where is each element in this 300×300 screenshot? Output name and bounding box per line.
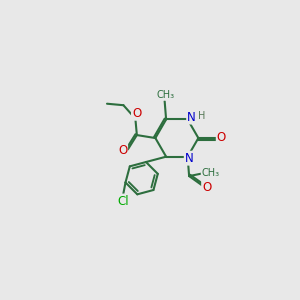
Text: O: O	[217, 131, 226, 144]
Text: CH₃: CH₃	[202, 167, 220, 178]
Text: Cl: Cl	[117, 194, 129, 208]
Text: CH₃: CH₃	[157, 90, 175, 100]
Text: O: O	[132, 107, 141, 120]
Text: H: H	[198, 111, 205, 121]
Text: N: N	[185, 152, 194, 165]
Text: O: O	[202, 181, 212, 194]
Text: N: N	[187, 110, 196, 124]
Text: O: O	[118, 144, 127, 158]
